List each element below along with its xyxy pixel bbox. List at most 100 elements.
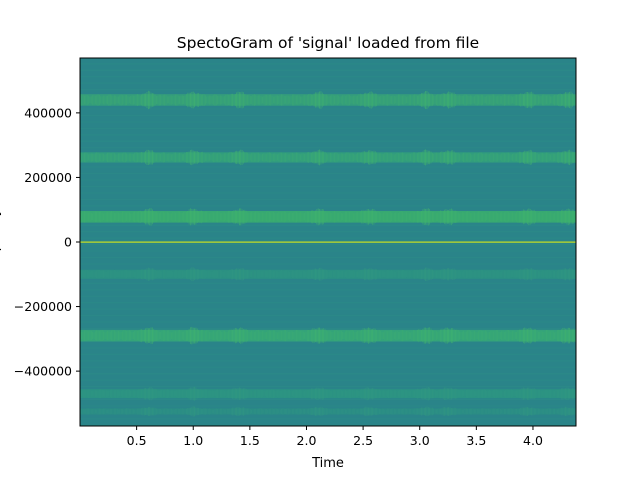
band-texture xyxy=(245,210,247,223)
band-texture xyxy=(92,95,94,105)
band-texture xyxy=(464,94,466,106)
band-texture xyxy=(156,389,157,399)
band-texture xyxy=(544,211,546,223)
band-texture xyxy=(234,388,236,400)
band-texture xyxy=(134,211,136,223)
band-texture xyxy=(137,211,138,222)
band-texture xyxy=(180,212,182,221)
band-texture xyxy=(470,153,471,162)
band-texture xyxy=(224,153,225,162)
band-texture xyxy=(152,150,153,165)
band-texture xyxy=(268,152,270,163)
band-texture xyxy=(205,408,206,415)
band-texture xyxy=(559,407,561,416)
band-texture xyxy=(234,269,236,280)
band-texture xyxy=(217,211,219,223)
band-texture xyxy=(305,211,307,223)
band-texture xyxy=(283,408,285,415)
band-texture xyxy=(460,332,462,340)
band-texture xyxy=(283,211,285,223)
band-texture xyxy=(498,213,500,221)
band-texture xyxy=(162,390,164,398)
band-texture xyxy=(221,95,223,105)
band-texture xyxy=(505,408,507,415)
band-texture xyxy=(563,268,565,281)
band-texture xyxy=(528,387,530,400)
band-texture xyxy=(354,213,356,221)
band-texture xyxy=(297,390,299,398)
band-texture xyxy=(448,388,450,400)
band-texture xyxy=(238,150,240,165)
band-texture xyxy=(109,408,111,415)
band-texture xyxy=(218,329,220,342)
band-texture xyxy=(450,328,452,344)
band-texture xyxy=(440,210,441,224)
band-texture xyxy=(550,408,551,415)
band-texture xyxy=(411,95,413,105)
band-texture xyxy=(143,152,145,163)
band-texture xyxy=(255,211,257,223)
band-texture xyxy=(422,328,424,343)
band-texture xyxy=(234,209,236,224)
band-texture xyxy=(139,95,141,105)
band-texture xyxy=(194,92,195,108)
band-texture xyxy=(513,95,515,105)
band-texture xyxy=(402,152,403,163)
band-texture xyxy=(505,211,507,223)
band-texture xyxy=(373,93,375,107)
band-texture xyxy=(431,407,433,416)
band-texture xyxy=(146,327,148,344)
band-texture xyxy=(388,211,390,223)
background-striation xyxy=(80,140,576,142)
band-texture xyxy=(328,153,330,162)
band-texture xyxy=(109,270,111,279)
band-texture xyxy=(313,388,315,399)
band-texture xyxy=(324,328,326,343)
band-texture xyxy=(355,154,357,161)
band-texture xyxy=(539,331,541,340)
band-texture xyxy=(495,96,497,104)
band-texture xyxy=(457,329,459,342)
band-texture xyxy=(200,329,202,342)
band-texture xyxy=(270,330,272,341)
band-texture xyxy=(444,269,445,280)
band-texture xyxy=(449,328,451,343)
band-texture xyxy=(165,389,167,398)
band-texture xyxy=(161,95,163,105)
band-texture xyxy=(256,329,258,342)
band-texture xyxy=(263,153,265,162)
band-texture xyxy=(293,390,295,398)
band-texture xyxy=(272,408,274,415)
band-texture xyxy=(103,390,104,397)
band-texture xyxy=(498,390,500,398)
band-texture xyxy=(316,269,318,280)
band-texture xyxy=(247,95,248,105)
band-texture xyxy=(327,389,329,398)
band-texture xyxy=(190,327,191,344)
band-texture xyxy=(200,409,202,414)
plot-area xyxy=(80,58,576,426)
band-texture xyxy=(343,332,345,339)
band-texture xyxy=(175,409,176,414)
band-texture xyxy=(391,330,392,342)
band-texture xyxy=(483,96,485,104)
band-texture xyxy=(512,409,513,414)
band-texture xyxy=(471,331,473,340)
band-texture xyxy=(116,96,118,104)
band-texture xyxy=(229,94,231,106)
band-texture xyxy=(156,95,157,105)
band-texture xyxy=(493,153,494,162)
band-texture xyxy=(123,95,125,105)
band-texture xyxy=(243,407,244,416)
band-texture xyxy=(489,212,490,222)
band-texture xyxy=(531,407,532,416)
band-texture xyxy=(399,94,401,106)
band-texture xyxy=(181,390,183,398)
band-texture xyxy=(368,209,369,225)
band-texture xyxy=(364,328,365,343)
band-texture xyxy=(489,95,490,105)
band-texture xyxy=(198,407,200,416)
band-texture xyxy=(124,94,126,106)
band-texture xyxy=(168,153,170,162)
band-texture xyxy=(96,152,98,163)
